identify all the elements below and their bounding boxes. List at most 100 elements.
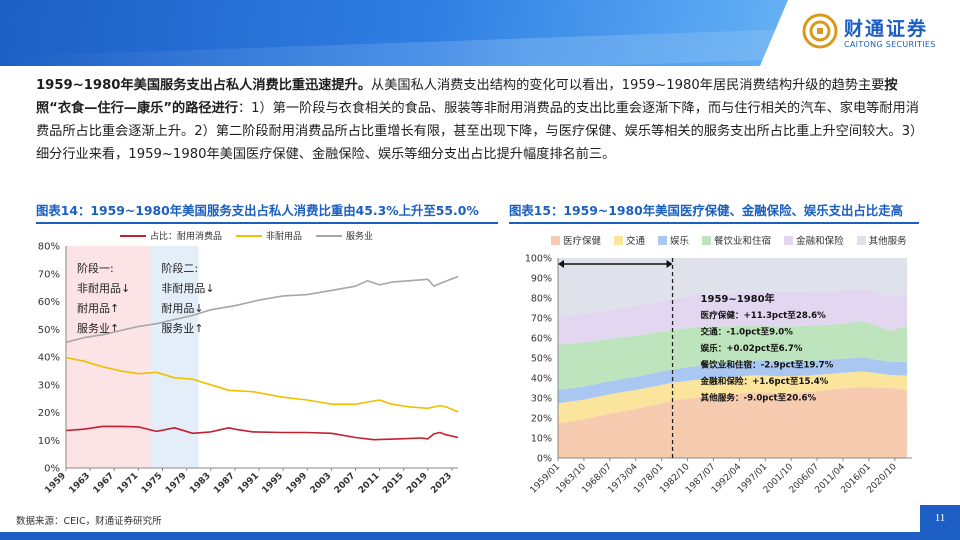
annotation-line-label: 餐饮业和住宿: [700, 359, 753, 371]
x-tick-label: 1967: [92, 471, 117, 496]
y-tick-label: 80%: [531, 294, 552, 305]
annotation-line-value: ：-9.0pct至20.6%: [735, 393, 817, 404]
legend-swatch-nondurable: [236, 234, 263, 237]
legend-item-finance: 金融和保险: [784, 233, 844, 247]
annotation-line-value: ：+11.3pct至28.6%: [735, 310, 826, 321]
annotation-line-label: 金融和保险: [700, 375, 744, 387]
legend-item-durable: 占比：耐用消费品: [120, 229, 222, 242]
figure14-line-chart: 阶段一: 非耐用品↓ 耐用品↑ 服务业↑ 阶段二: 非耐用品↓ 耐用品↓ 服务业↑ 0% 10% 2…: [38, 242, 459, 496]
brand-logo-box: 财通证券 CAITONG SECURITIES: [760, 0, 960, 66]
annotation-title: 1959~1980年: [701, 292, 775, 305]
x-tick-label: 2003: [309, 471, 334, 496]
x-tick-label: 2007: [333, 471, 358, 496]
y-tick-label: 60%: [38, 297, 60, 308]
y-tick-label: 20%: [38, 408, 60, 419]
brand-name-cn: 财通证券: [844, 18, 929, 40]
annotation-line-value: ：-1.0pct至9.0%: [718, 327, 794, 338]
stage-2-label-line: 耐用品↓: [161, 302, 203, 315]
y-tick-label: 60%: [531, 334, 552, 345]
legend-item-healthcare: 医疗保健: [551, 233, 601, 247]
y-tick-label: 50%: [531, 354, 552, 365]
annotation-line-label: 其他服务: [701, 392, 736, 404]
annotation-line-value: ：-2.9pct至19.7%: [752, 360, 834, 371]
legend-swatch-entertainment: [658, 235, 668, 245]
area-series-5: [558, 288, 908, 345]
stage-2-label-line: 服务业↑: [161, 322, 203, 335]
annotation-line-value: ：+0.02pct至6.7%: [718, 343, 803, 354]
area-series-3: [558, 357, 908, 404]
x-tick-label: 1963: [67, 471, 92, 496]
source-note: 数据来源：CEIC，财通证券研究所: [16, 516, 162, 527]
paragraph-part1: 从美国私人消费支出结构的变化可以看出，1959~1980年居民消费结构升级的趋势…: [371, 78, 885, 93]
x-tick-label: 1995: [260, 471, 285, 496]
brand-logo-icon: [802, 13, 838, 49]
x-tick-label: 1979: [164, 471, 189, 496]
legend-swatch-food-lodging: [702, 235, 712, 245]
stage-2-label-line: 非耐用品↓: [161, 282, 214, 295]
series-line-1: [65, 425, 459, 441]
legend-swatch-transport: [614, 235, 624, 245]
figure14-title-rule: [36, 222, 498, 224]
legend-swatch-service: [316, 234, 343, 237]
figure15-legend: 医疗保健 交通 娱乐 餐饮业和住宿 金融和保险 其他服务: [551, 233, 907, 247]
y-tick-label: 30%: [531, 394, 552, 405]
series-line-3: [65, 275, 459, 344]
y-tick-label: 10%: [38, 436, 60, 447]
figure15-title: 图表15：1959~1980年美国医疗保健、金融保险、娱乐支出占比走高: [509, 203, 903, 218]
x-tick-label: 1959: [43, 471, 68, 496]
x-tick-label: 2023: [429, 471, 454, 496]
page-number: 11: [920, 505, 960, 532]
legend-swatch-finance: [784, 235, 794, 245]
header-band: 财通证券 CAITONG SECURITIES: [0, 0, 960, 66]
stage-band-2: [150, 246, 199, 468]
stage-1-label-line: 服务业↑: [77, 322, 119, 335]
legend-item-nondurable: 非耐用品: [236, 229, 302, 242]
stage-1-label-line: 非耐用品↓: [77, 282, 130, 295]
legend-label-healthcare: 医疗保健: [563, 236, 602, 247]
y-tick-label: 100%: [525, 254, 552, 265]
legend-swatch-durable: [120, 234, 146, 237]
footer-bar: [0, 532, 960, 540]
legend-item-service: 服务业: [316, 229, 373, 242]
stage-2-label-line: 阶段二:: [161, 261, 198, 275]
paragraph-part2: ：1）第一阶段与衣食相关的食品、服装等非耐用消费品的支出比重会逐渐下降，而与住行…: [36, 101, 924, 162]
figure14-legend: 占比：耐用消费品 非耐用品 服务业: [120, 229, 373, 242]
y-tick-label: 80%: [38, 242, 60, 253]
legend-swatch-healthcare: [551, 235, 560, 245]
stage-1-label-line: 阶段一:: [77, 261, 114, 275]
annotation-line: 交通：-1.0pct至9.0%: [701, 326, 794, 338]
legend-label-durable: 占比：耐用消费品: [150, 232, 223, 242]
stage-band-1: [66, 246, 151, 468]
y-tick-label: 0%: [44, 464, 60, 475]
y-tick-label: 10%: [531, 434, 552, 445]
stage-1-label-line: 耐用品↑: [77, 302, 119, 315]
annotation-line-label: 交通: [701, 326, 719, 338]
y-tick-label: 50%: [38, 325, 60, 336]
area-series-6: [558, 258, 908, 318]
figure15-title-rule: [509, 222, 919, 224]
x-tick-label: 2011: [357, 471, 382, 496]
x-tick-label: 1987: [212, 471, 237, 496]
y-tick-label: 70%: [38, 269, 60, 280]
x-tick-label: 1983: [188, 471, 213, 496]
summary-paragraph: 1959~1980年美国服务支出占私人消费比重迅速提升。从美国私人消费支出结构的…: [36, 74, 926, 166]
y-tick-label: 40%: [38, 353, 60, 364]
y-tick-label: 70%: [531, 314, 552, 325]
series-line-2: [65, 356, 459, 413]
y-tick-label: 40%: [531, 374, 552, 385]
x-tick-label: 2015: [381, 471, 406, 496]
figure14-title: 图表14：1959~1980年美国服务支出占私人消费比重由45.3%上升至55.…: [36, 203, 479, 218]
legend-item-entertainment: 娱乐: [658, 233, 689, 247]
x-tick-label: 1991: [236, 471, 261, 496]
area-series-1: [558, 387, 908, 458]
legend-label-food-lodging: 餐饮业和住宿: [714, 236, 772, 247]
legend-label-service: 服务业: [346, 232, 374, 242]
paragraph-lead: 1959~1980年美国服务支出占私人消费比重迅速提升。: [36, 78, 372, 93]
legend-item-transport: 交通: [614, 233, 645, 247]
legend-item-other: 其他服务: [856, 233, 907, 247]
legend-label-transport: 交通: [626, 236, 646, 247]
brand-name-en: CAITONG SECURITIES: [844, 40, 936, 49]
y-tick-label: 90%: [531, 274, 552, 285]
y-tick-label: 0%: [537, 454, 552, 465]
annotation-line: 娱乐：+0.02pct至6.7%: [701, 342, 803, 354]
